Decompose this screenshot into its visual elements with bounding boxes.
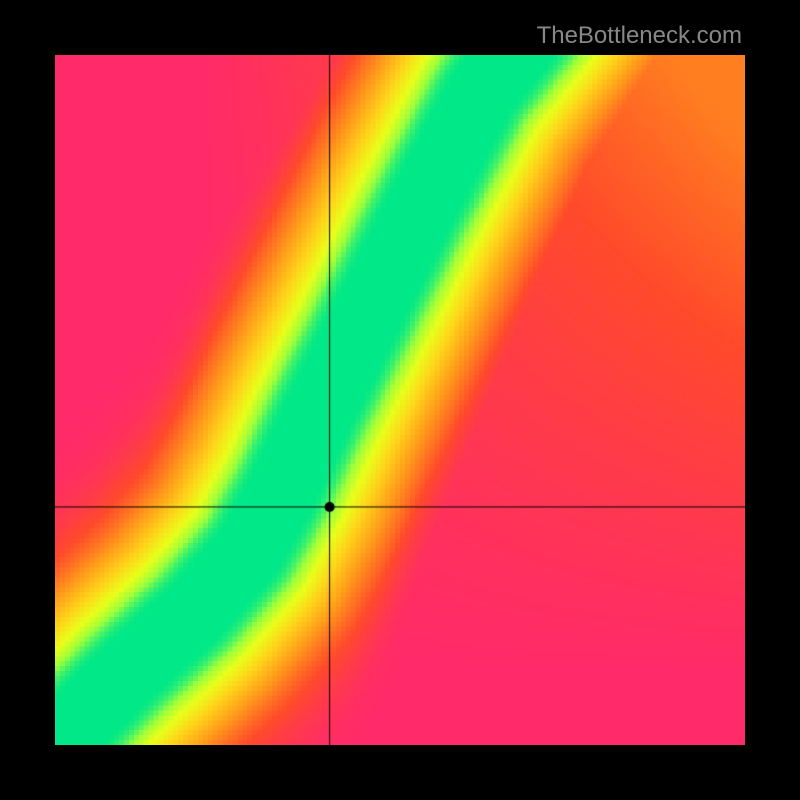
chart-container: TheBottleneck.com xyxy=(0,0,800,800)
watermark-text: TheBottleneck.com xyxy=(537,22,742,50)
crosshair-overlay xyxy=(55,55,745,745)
